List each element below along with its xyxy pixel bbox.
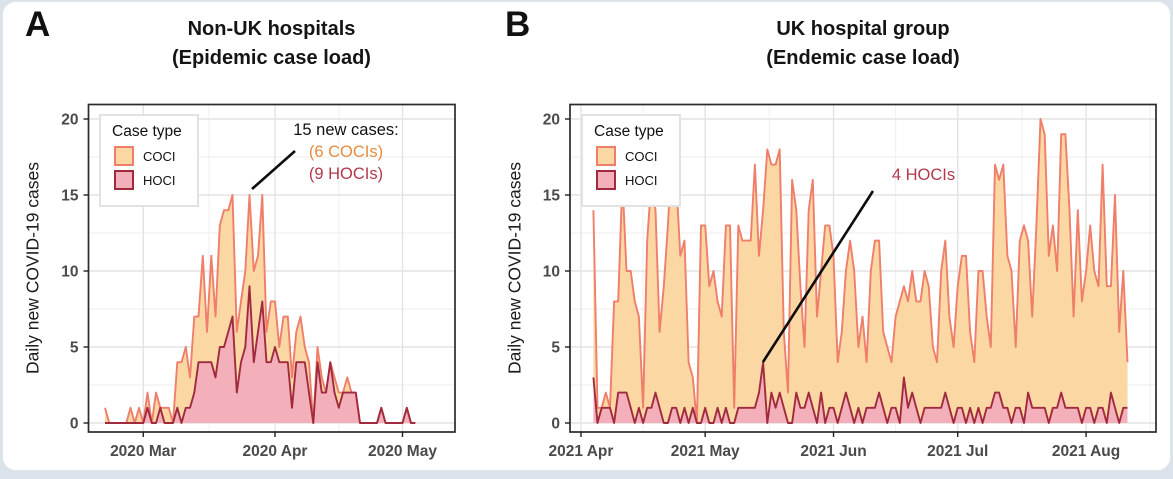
panel-b-x-tick-label: 2021 May xyxy=(671,443,740,460)
hoci-swatch xyxy=(596,170,616,190)
panel-a-hoci-area xyxy=(105,286,416,423)
legend-title: Case type xyxy=(594,123,664,140)
panel-a-y-tick-label: 20 xyxy=(61,112,78,129)
panel-b-title: UK hospital group (Endemic case load) xyxy=(570,15,1156,73)
panel-b-y-tick-label: 20 xyxy=(543,112,560,129)
panel-a-annotation: 15 new cases: (6 COCIs) (9 HOCIs) xyxy=(280,119,412,185)
panel-a-y-tick-label: 0 xyxy=(70,416,79,433)
panel-b-x-tick-label: 2021 Aug xyxy=(1052,443,1120,460)
panel-b-title-line2: (Endemic case load) xyxy=(766,47,960,69)
panel-b-y-tick-label: 15 xyxy=(543,188,561,205)
panel-a-y-tick-label: 15 xyxy=(61,188,79,205)
legend-title: Case type xyxy=(112,123,182,140)
panel-a-y-tick-label: 5 xyxy=(70,340,79,357)
panel-a-legend: Case type COCI HOCI xyxy=(99,114,199,207)
hoci-swatch xyxy=(114,170,134,190)
panel-a-coci-area xyxy=(105,195,416,423)
legend-item-coci: COCI xyxy=(101,146,197,166)
panel-a-hoci-line xyxy=(105,285,416,424)
panel-b-coci-area xyxy=(593,119,1128,423)
panel-b-legend: Case type COCI HOCI xyxy=(581,114,681,207)
coci-swatch xyxy=(114,146,134,166)
panel-b-x-tick-label: 2021 Jun xyxy=(800,443,866,460)
panel-a-x-tick-label: 2020 Apr xyxy=(243,443,308,460)
panel-b-y-tick-label: 10 xyxy=(543,264,560,281)
panel-b-x-tick-label: 2021 Jul xyxy=(927,443,988,460)
panel-a-y-axis-label: Daily new COVID-19 cases xyxy=(22,161,43,375)
panel-b-annotation-pointer xyxy=(761,190,875,363)
legend-item-hoci: HOCI xyxy=(101,170,197,190)
panel-b-title-line1: UK hospital group xyxy=(776,18,950,40)
annotation-coci-line: (6 COCIs) xyxy=(308,143,384,161)
panel-b-hoci-area xyxy=(593,362,1128,423)
panel-b-plot-frame xyxy=(569,103,1157,433)
panel-a-title-line2: (Epidemic case load) xyxy=(172,47,371,69)
annotation-hoci-line: 4 HOCIs xyxy=(891,166,956,184)
panel-a-plot-frame xyxy=(87,103,456,433)
panel-b-x-tick-label: 2021 Apr xyxy=(549,443,614,460)
panel-a-x-tick-label: 2020 May xyxy=(368,443,437,460)
panel-b-y-tick-label: 0 xyxy=(551,416,560,433)
panel-a-annotation-pointer xyxy=(251,150,296,190)
coci-swatch xyxy=(596,146,616,166)
panel-a-title-line1: Non-UK hospitals xyxy=(187,18,356,40)
panel-b-annotation: 4 HOCIs xyxy=(876,164,971,186)
panel-a-letter: A xyxy=(25,5,51,44)
legend-item-coci: COCI xyxy=(583,146,679,166)
panel-b-letter: B xyxy=(505,5,531,44)
annotation-hoci-line: (9 HOCIs) xyxy=(308,165,384,183)
annotation-total-line: 15 new cases: xyxy=(293,121,399,139)
panel-b-y-axis-label: Daily new COVID-19 cases xyxy=(504,161,525,375)
panel-b-y-tick-label: 5 xyxy=(551,340,560,357)
panel-b-coci-line xyxy=(592,118,1129,424)
panel-a-y-tick-label: 10 xyxy=(61,264,78,281)
panel-b-hoci-line xyxy=(592,361,1128,424)
legend-item-hoci: HOCI xyxy=(583,170,679,190)
panel-a-title: Non-UK hospitals (Epidemic case load) xyxy=(88,15,455,73)
panel-a-x-tick-label: 2020 Mar xyxy=(110,443,176,460)
